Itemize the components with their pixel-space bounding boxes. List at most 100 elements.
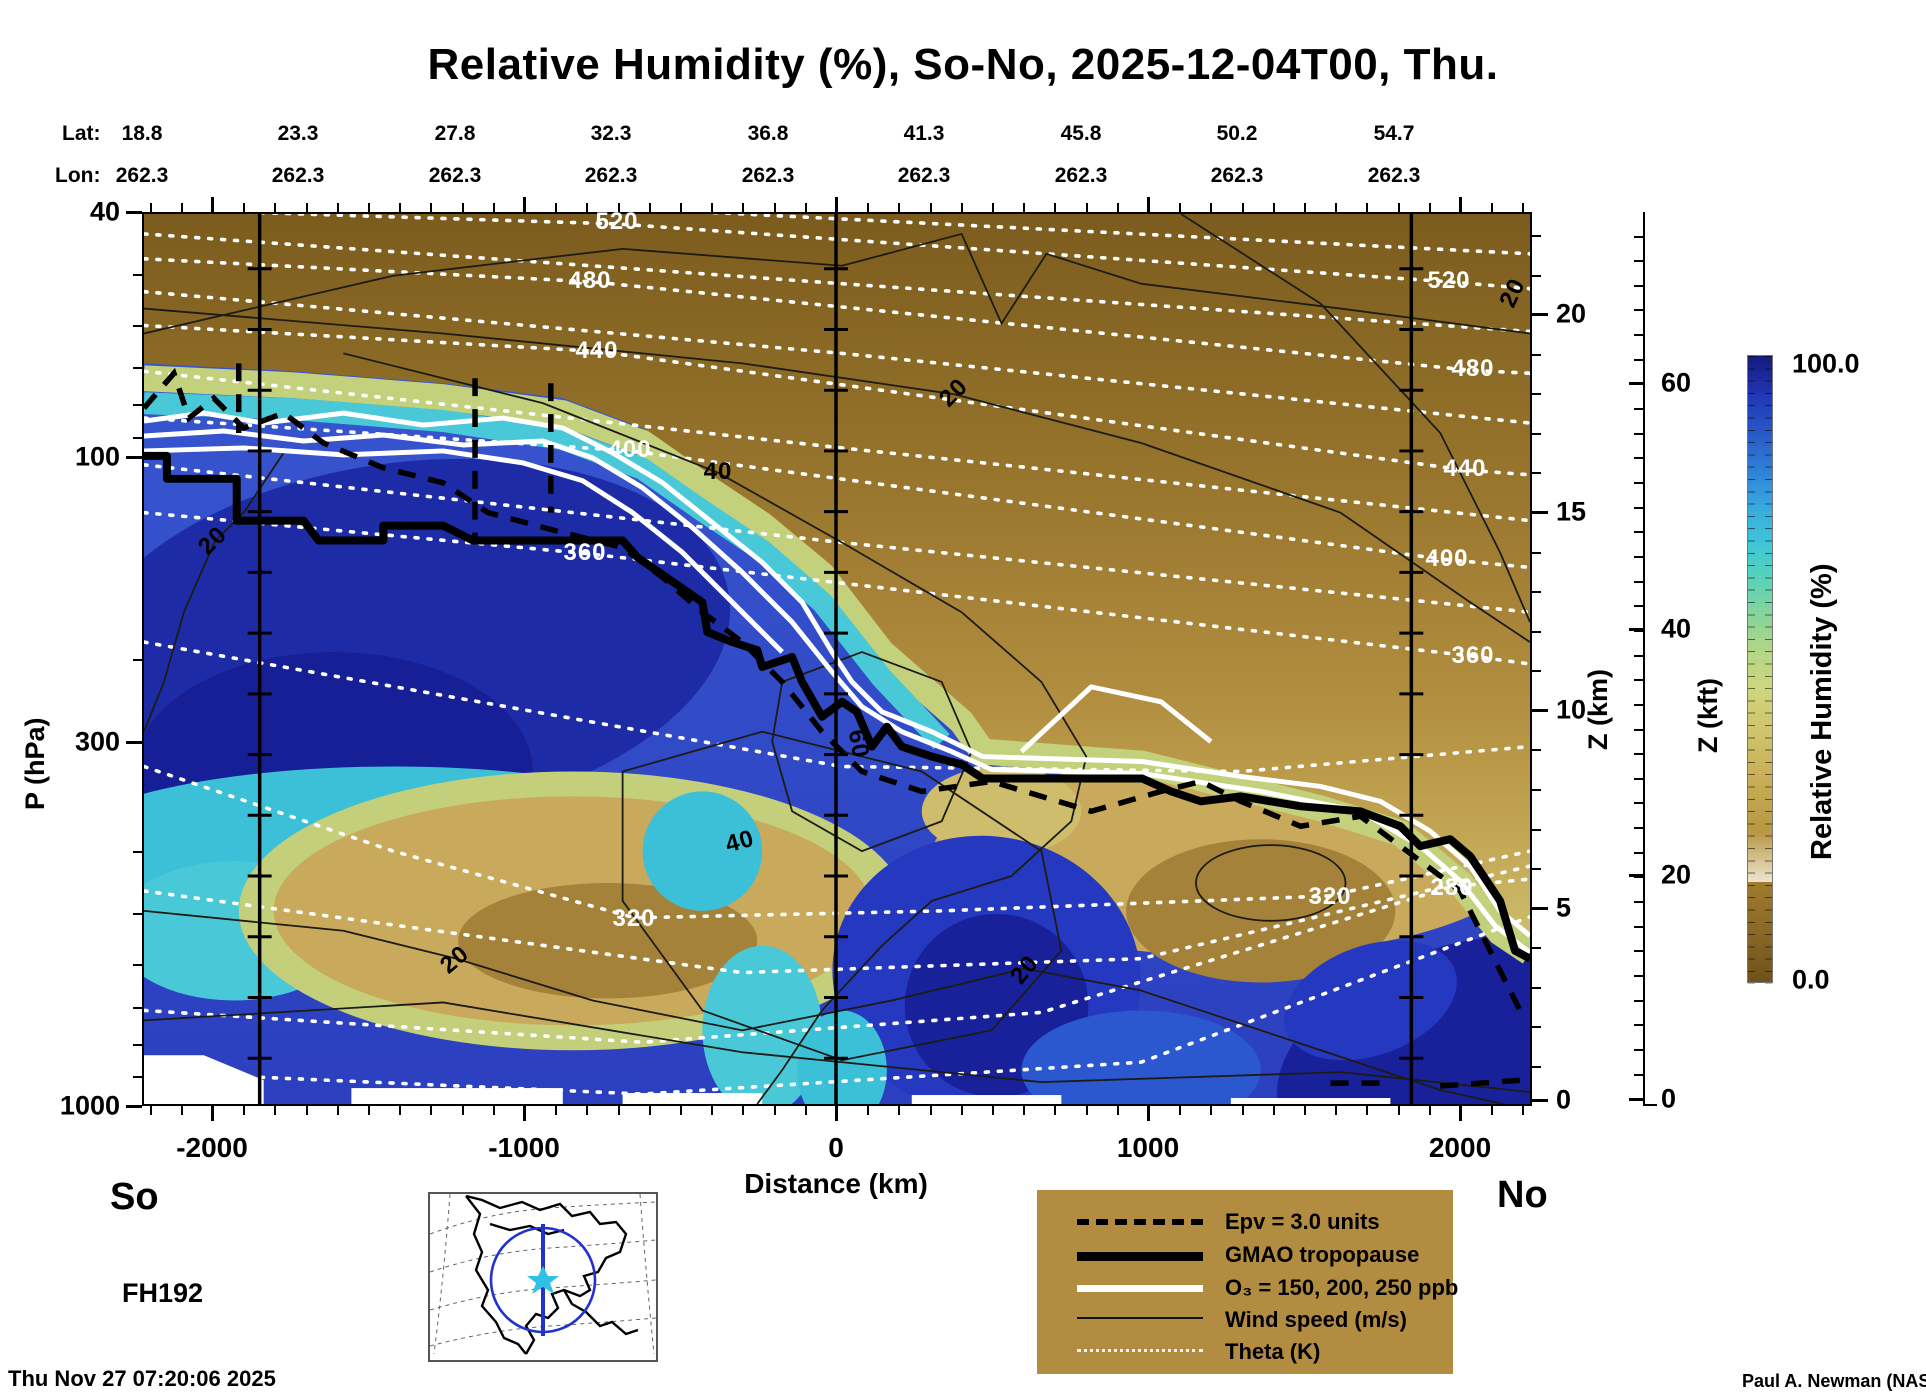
- rh-blobs: [144, 458, 1530, 1104]
- distance-minor-tick-top: [1179, 203, 1182, 212]
- pressure-minor-tick: [133, 851, 142, 853]
- colorbar-ticks-right: [1765, 356, 1772, 984]
- distance-minor-tick-bottom: [992, 1106, 994, 1115]
- zkft-minor-tick: [1634, 1073, 1643, 1076]
- lon-value: 262.3: [1054, 164, 1108, 187]
- theta-contour-label: 440: [575, 337, 619, 364]
- distance-minor-tick-bottom: [960, 1106, 963, 1115]
- lon-value: 262.3: [115, 164, 169, 187]
- lon-value: 262.3: [584, 164, 638, 187]
- distance-minor-tick-top: [804, 203, 807, 212]
- distance-minor-tick-top: [461, 203, 464, 212]
- zkft-minor-tick: [1634, 777, 1643, 780]
- distance-minor-tick-bottom: [1428, 1106, 1431, 1115]
- distance-minor-tick-top: [1023, 203, 1026, 212]
- distance-minor-tick-top: [492, 203, 495, 212]
- distance-minor-tick-bottom: [867, 1106, 870, 1115]
- distance-axis-label: Distance (km): [744, 1168, 928, 1199]
- theta-contour-label: 440: [1443, 455, 1487, 482]
- zkft-minor-tick: [1634, 235, 1643, 238]
- distance-minor-tick-bottom: [1085, 1106, 1088, 1115]
- wind-contour-label: 40: [703, 458, 733, 485]
- south-endpoint-label: So: [110, 1176, 159, 1218]
- distance-minor-tick-top: [305, 203, 308, 212]
- zkft-minor-tick: [1634, 580, 1643, 583]
- map-inset-svg: [429, 1193, 657, 1355]
- lat-value: 23.3: [277, 122, 319, 145]
- chart-title: Relative Humidity (%), So-No, 2025-12-04…: [427, 40, 1499, 89]
- zkft-minor-tick: [1634, 531, 1643, 534]
- zkft-major-tick: [1629, 382, 1643, 385]
- distance-minor-tick-bottom: [180, 1106, 183, 1115]
- pressure-minor-tick: [133, 1076, 142, 1078]
- zkft-minor-tick: [1634, 334, 1643, 337]
- distance-minor-tick-bottom: [305, 1106, 308, 1115]
- distance-tick-label: 0: [828, 1132, 844, 1163]
- distance-minor-tick-top: [430, 203, 433, 212]
- legend-sample-solid-black-thick: [1077, 1252, 1203, 1261]
- pressure-tick-label: 100: [74, 441, 120, 472]
- distance-minor-tick-top: [1116, 203, 1119, 212]
- legend-sample-solid-black-thin: [1077, 1317, 1203, 1319]
- distance-minor-tick-bottom: [1116, 1106, 1119, 1115]
- zkm-minor-tick: [1532, 630, 1541, 633]
- distance-major-tick-bottom: [835, 1106, 838, 1121]
- zkft-minor-tick: [1634, 827, 1643, 830]
- lat-value: 45.8: [1060, 122, 1102, 145]
- zkft-minor-tick: [1634, 975, 1643, 977]
- distance-minor-tick-top: [648, 203, 651, 212]
- zkm-minor-tick: [1532, 749, 1541, 752]
- map-coastline: [465, 1194, 639, 1355]
- distance-major-tick-top: [523, 197, 526, 212]
- zkft-minor-tick: [1634, 876, 1643, 879]
- distance-minor-tick-top: [336, 203, 339, 212]
- colorbar-label: Relative Humidity (%): [1806, 563, 1838, 861]
- distance-minor-tick-bottom: [368, 1106, 370, 1115]
- distance-minor-tick-top: [1522, 203, 1525, 212]
- zkft-minor-tick: [1634, 753, 1643, 756]
- zkm-minor-tick: [1532, 432, 1541, 435]
- zkft-tick-label: 60: [1661, 367, 1692, 398]
- distance-major-tick-bottom: [1459, 1106, 1462, 1121]
- zkm-minor-tick: [1532, 353, 1541, 356]
- distance-minor-tick-top: [992, 203, 994, 212]
- lat-value: 27.8: [434, 122, 476, 145]
- map-center-star: [527, 1266, 559, 1294]
- zkft-minor-tick: [1634, 999, 1643, 1002]
- zkm-minor-tick: [1532, 1065, 1541, 1068]
- zkm-tick-label: 5: [1556, 892, 1572, 923]
- zkft-minor-tick: [1634, 432, 1643, 435]
- distance-minor-tick-top: [586, 203, 589, 212]
- distance-minor-tick-bottom: [1023, 1106, 1026, 1115]
- rh-field-svg: [144, 214, 1530, 1104]
- distance-minor-tick-bottom: [492, 1106, 495, 1115]
- distance-major-tick-top: [835, 197, 838, 212]
- distance-minor-tick-bottom: [773, 1106, 776, 1115]
- zkm-minor-tick: [1532, 788, 1541, 791]
- theta-contour-label: 320: [612, 905, 656, 932]
- distance-major-tick-top: [1459, 197, 1462, 212]
- distance-minor-tick-bottom: [461, 1106, 464, 1115]
- distance-minor-tick-top: [742, 203, 745, 212]
- distance-minor-tick-top: [711, 203, 714, 212]
- zkft-minor-tick: [1634, 1024, 1643, 1027]
- distance-minor-tick-top: [1241, 203, 1244, 212]
- pressure-minor-tick: [133, 913, 142, 915]
- zkft-minor-tick: [1634, 358, 1643, 361]
- zkm-major-tick: [1532, 313, 1548, 316]
- lat-value: 32.3: [590, 122, 632, 145]
- distance-minor-tick-top: [1397, 203, 1400, 212]
- zkft-major-tick: [1629, 628, 1643, 631]
- pressure-minor-tick: [133, 404, 142, 406]
- cross-section-plot: [142, 212, 1532, 1106]
- distance-minor-tick-top: [1335, 203, 1338, 212]
- zkm-tick-label: 15: [1556, 496, 1587, 527]
- zkm-minor-tick: [1532, 947, 1541, 950]
- distance-minor-tick-bottom: [1272, 1106, 1275, 1115]
- zkft-minor-tick: [1634, 679, 1643, 682]
- distance-minor-tick-top: [1491, 203, 1494, 212]
- distance-major-tick-top: [211, 197, 214, 212]
- zkft-minor-tick: [1634, 605, 1643, 608]
- zkft-minor-tick: [1634, 284, 1643, 287]
- lat-row-label: Lat:: [62, 122, 101, 145]
